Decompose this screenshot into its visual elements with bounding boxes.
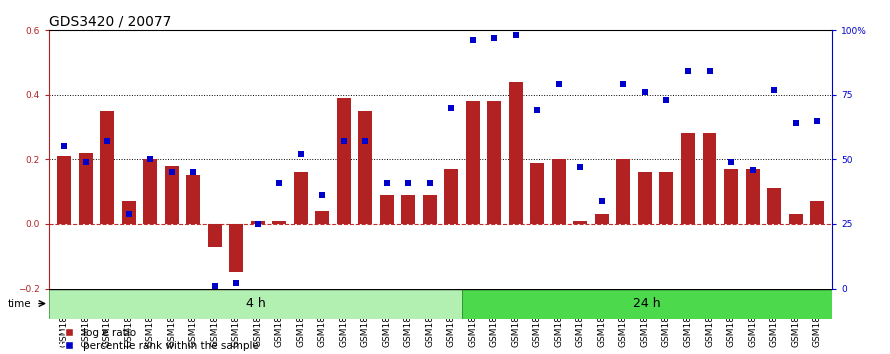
Point	[100, 138, 114, 144]
Text: GDS3420 / 20077: GDS3420 / 20077	[49, 15, 172, 29]
Point	[121, 211, 135, 216]
Point	[724, 159, 738, 165]
Point	[659, 97, 674, 103]
Bar	[336, 98, 351, 224]
Bar	[401, 195, 416, 224]
Bar	[49, 289, 462, 319]
Bar	[465, 101, 480, 224]
Bar	[617, 159, 630, 224]
Bar	[57, 156, 71, 224]
Point	[315, 193, 329, 198]
Bar	[165, 166, 179, 224]
Bar	[462, 289, 832, 319]
Bar	[207, 224, 222, 246]
Legend: log e ratio, percentile rank within the sample: log e ratio, percentile rank within the …	[54, 324, 263, 354]
Text: 4 h: 4 h	[246, 297, 265, 310]
Bar	[638, 172, 652, 224]
Bar	[229, 224, 243, 272]
Point	[78, 159, 93, 165]
Point	[207, 283, 222, 289]
Point	[595, 198, 609, 204]
Bar	[78, 153, 93, 224]
Point	[143, 156, 158, 162]
Bar	[746, 169, 759, 224]
Bar	[122, 201, 135, 224]
Bar	[659, 172, 674, 224]
Point	[810, 118, 824, 123]
Point	[186, 170, 200, 175]
Bar	[488, 101, 501, 224]
Bar	[810, 201, 824, 224]
Point	[336, 138, 351, 144]
Text: time: time	[8, 298, 32, 309]
Bar	[702, 133, 716, 224]
Bar	[315, 211, 329, 224]
Point	[767, 87, 781, 92]
Point	[638, 89, 652, 95]
Point	[509, 33, 523, 38]
Text: 24 h: 24 h	[634, 297, 661, 310]
Bar	[509, 82, 522, 224]
Point	[229, 280, 243, 286]
Point	[573, 164, 587, 170]
Bar	[552, 159, 566, 224]
Point	[702, 69, 716, 74]
Bar	[789, 214, 803, 224]
Bar	[100, 111, 114, 224]
Point	[616, 81, 630, 87]
Bar	[294, 172, 308, 224]
Point	[789, 120, 803, 126]
Bar	[272, 221, 287, 224]
Bar	[573, 221, 587, 224]
Bar	[251, 221, 264, 224]
Bar	[681, 133, 695, 224]
Point	[423, 180, 437, 185]
Bar	[380, 195, 393, 224]
Bar	[186, 176, 200, 224]
Point	[530, 107, 545, 113]
Bar	[767, 188, 781, 224]
Bar	[444, 169, 458, 224]
Point	[57, 144, 71, 149]
Bar	[143, 159, 157, 224]
Point	[251, 221, 265, 227]
Point	[165, 170, 179, 175]
Point	[681, 69, 695, 74]
Point	[444, 105, 458, 110]
Point	[358, 138, 372, 144]
Point	[465, 38, 480, 43]
Point	[401, 180, 416, 185]
Point	[294, 151, 308, 157]
Bar	[359, 111, 372, 224]
Point	[487, 35, 501, 41]
Bar	[423, 195, 437, 224]
Bar	[530, 162, 545, 224]
Point	[552, 81, 566, 87]
Point	[746, 167, 760, 172]
Point	[380, 180, 394, 185]
Bar	[595, 214, 609, 224]
Bar	[724, 169, 738, 224]
Point	[272, 180, 287, 185]
